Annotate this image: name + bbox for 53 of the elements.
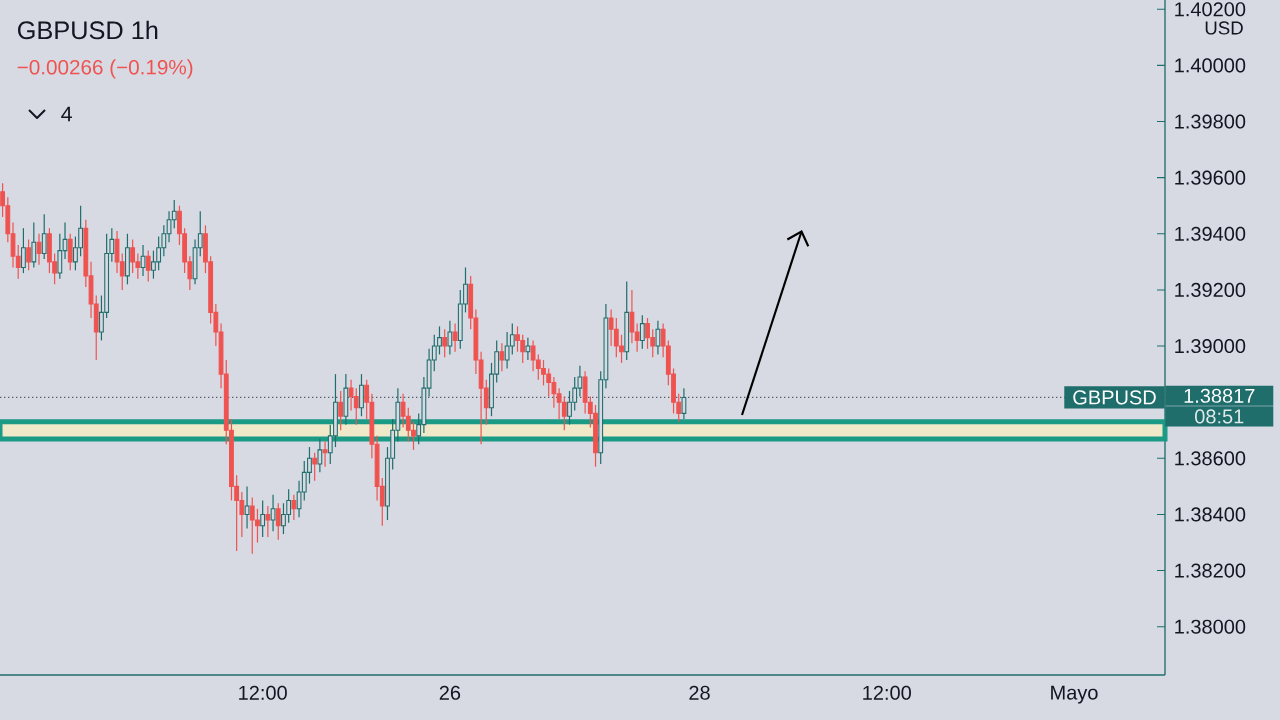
ref-line-label: GBPUSD: [1073, 390, 1156, 405]
candlestick: [639, 314, 645, 350]
text: −0.00266 (−0.19%): [17, 59, 193, 79]
y-tick-label: 1.39200: [1175, 282, 1246, 297]
candlestick: [655, 320, 661, 356]
candlestick: [442, 328, 448, 358]
candlestick: [447, 320, 453, 356]
candlestick: [67, 233, 73, 271]
x-tick-label: 26: [439, 685, 461, 700]
candlestick: [130, 238, 136, 274]
candlestick: [499, 342, 505, 372]
candlestick: [359, 373, 364, 417]
y-tick-label: 1.39400: [1175, 226, 1246, 241]
candlestick: [353, 387, 359, 426]
y-tick-label: 1.38000: [1175, 619, 1246, 634]
candlestick: [145, 250, 151, 283]
candlestick: [265, 505, 271, 538]
y-tick-label: 1.39000: [1175, 338, 1246, 354]
text: USD: [1205, 21, 1243, 35]
candlestick: [270, 494, 276, 532]
y-tick-label: 1.40000: [1175, 58, 1246, 73]
candlestick: [561, 395, 567, 431]
candlestick: [322, 440, 328, 468]
y-tick-label: 1.38600: [1175, 451, 1246, 466]
text: 08:51: [1195, 409, 1244, 424]
y-tick-label: 1.39600: [1175, 170, 1246, 185]
candlestick: [312, 452, 318, 482]
candlestick: [41, 213, 47, 260]
candlestick: [31, 221, 37, 269]
candlestick: [317, 438, 323, 473]
candlestick: [260, 499, 266, 538]
candlestick: [244, 485, 250, 530]
x-tick-label: 12:00: [863, 685, 911, 700]
y-tick-label: 1.39800: [1175, 114, 1246, 129]
y-tick-label: 1.40200: [1175, 2, 1246, 17]
candlestick: [291, 494, 297, 521]
x-tick-label: 12:00: [239, 685, 287, 700]
candlestick: [681, 387, 687, 420]
candlestick: [525, 337, 531, 361]
candlestick: [26, 238, 32, 271]
x-tick-label: Mayo: [1051, 685, 1098, 704]
candlestick: [140, 244, 146, 277]
candlestick: [275, 502, 281, 541]
text: 1.38817: [1184, 388, 1255, 403]
candlestick: [21, 227, 26, 274]
y-tick-label: 1.38200: [1175, 563, 1246, 578]
candlestick: [36, 233, 42, 266]
candlestick: [452, 322, 458, 353]
x-tick-label: 28: [689, 685, 710, 700]
candlestick: [338, 390, 344, 431]
annotation: 4: [61, 106, 72, 122]
text: GBPUSD 1h: [18, 20, 158, 40]
y-tick-label: 1.38400: [1175, 507, 1246, 522]
